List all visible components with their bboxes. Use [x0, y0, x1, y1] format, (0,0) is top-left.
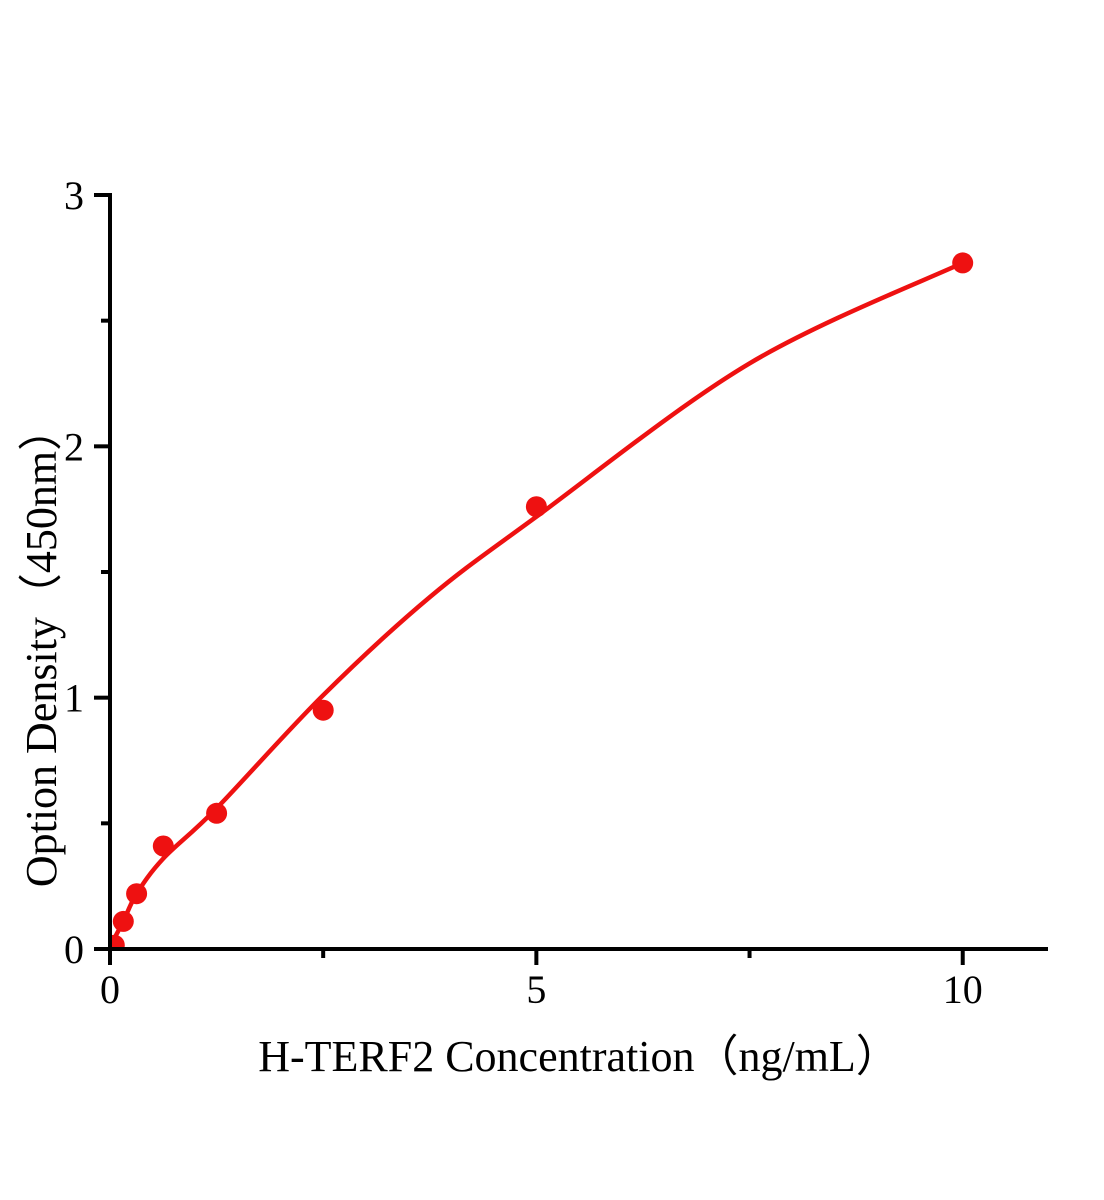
data-point [952, 252, 974, 274]
data-point [525, 496, 547, 518]
y-tick-label: 1 [64, 676, 84, 721]
x-axis-title: H-TERF2 Concentration（ng/mL） [258, 1032, 900, 1081]
data-point [206, 802, 228, 824]
data-point [312, 699, 334, 721]
x-tick-label: 5 [526, 967, 546, 1012]
y-tick-label: 3 [64, 173, 84, 218]
fit-curve [110, 260, 965, 949]
y-axis-title: Option Density（450nm） [17, 406, 66, 888]
data-point [110, 934, 125, 949]
data-point [112, 910, 134, 932]
y-tick-label: 0 [64, 927, 84, 972]
x-tick-label: 0 [100, 967, 120, 1012]
x-tick-label: 10 [943, 967, 983, 1012]
data-layer [110, 252, 974, 949]
data-point [152, 835, 174, 857]
data-point [126, 883, 148, 905]
y-tick-label: 2 [64, 424, 84, 469]
